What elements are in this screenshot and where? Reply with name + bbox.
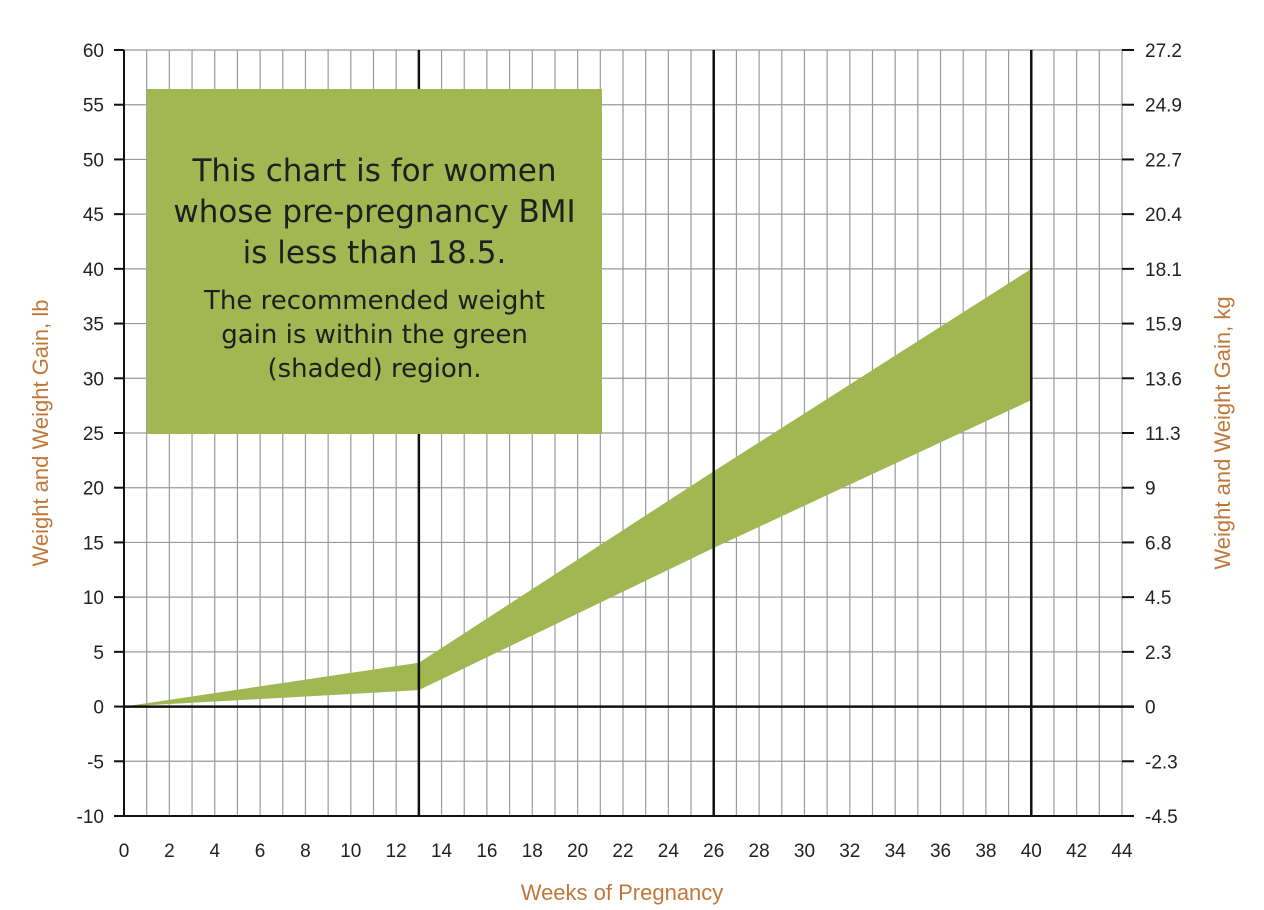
- y-tick-label-right: 4.5: [1145, 588, 1171, 609]
- y-tick-label-right: 9: [1145, 479, 1156, 500]
- x-tick-label: 18: [522, 841, 543, 862]
- y-tick-label-left: 40: [83, 260, 104, 281]
- y-axis-right-title: Weight and Weight Gain, kg: [1210, 296, 1235, 569]
- x-tick-label: 30: [794, 841, 815, 862]
- x-tick-label: 24: [658, 841, 680, 862]
- x-tick-label: 20: [567, 841, 588, 862]
- y-tick-label-right: 11.3: [1145, 424, 1181, 445]
- y-tick-label-left: 35: [83, 315, 104, 336]
- y-tick-label-left: 30: [83, 369, 104, 390]
- y-tick-label-left: 0: [93, 698, 104, 719]
- y-tick-label-right: -2.3: [1145, 752, 1178, 773]
- x-axis-ticks: 0 2 4 6 8 10 12 14 16 18 20 22 24 26 28 30 32 34 36 38 40 42 4…: [119, 841, 1133, 862]
- y-axis-left-title: Weight and Weight Gain, lb: [28, 299, 53, 566]
- y-tick-label-right: -4.5: [1145, 807, 1178, 828]
- y-tick-label-right: 0: [1145, 698, 1156, 719]
- x-tick-label: 12: [386, 841, 407, 862]
- y-tick-label-left: 25: [83, 424, 104, 445]
- x-tick-label: 40: [1021, 841, 1042, 862]
- x-tick-label: 8: [300, 841, 311, 862]
- y-axis-right-ticks: 27.2 24.9 22.7 20.4 18.1 15.9 13.6 11.3 9 6.8 4.5 2…: [1122, 41, 1182, 828]
- x-tick-label: 4: [209, 841, 220, 862]
- x-tick-label: 44: [1111, 841, 1133, 862]
- x-tick-label: 42: [1066, 841, 1087, 862]
- y-tick-label-left: 60: [83, 41, 104, 62]
- x-tick-label: 26: [703, 841, 724, 862]
- y-tick-label-right: 27.2: [1145, 41, 1182, 62]
- x-tick-label: 32: [839, 841, 860, 862]
- y-tick-label-left: 50: [83, 150, 104, 171]
- x-tick-label: 16: [476, 841, 497, 862]
- x-tick-label: 22: [612, 841, 633, 862]
- y-tick-label-left: -10: [77, 807, 104, 828]
- y-tick-label-left: 55: [83, 96, 104, 117]
- x-tick-label: 10: [340, 841, 361, 862]
- x-tick-label: 34: [885, 841, 907, 862]
- x-tick-label: 2: [164, 841, 175, 862]
- y-tick-label-right: 2.3: [1145, 643, 1171, 664]
- x-tick-label: 6: [255, 841, 266, 862]
- y-tick-label-left: 45: [83, 205, 104, 226]
- x-tick-label: 14: [431, 841, 453, 862]
- x-tick-label: 38: [975, 841, 996, 862]
- x-tick-label: 0: [119, 841, 130, 862]
- chart-note-box: This chart is for women whose pre-pregna…: [147, 89, 602, 434]
- x-axis-title: Weeks of Pregnancy: [521, 880, 724, 905]
- y-tick-label-right: 13.6: [1145, 369, 1182, 390]
- y-tick-label-left: -5: [87, 752, 104, 773]
- y-tick-label-right: 22.7: [1145, 150, 1182, 171]
- y-tick-label-right: 20.4: [1145, 205, 1182, 226]
- y-tick-label-left: 10: [83, 588, 104, 609]
- y-tick-label-right: 24.9: [1145, 96, 1182, 117]
- y-tick-label-right: 15.9: [1145, 315, 1182, 336]
- y-tick-label-right: 18.1: [1145, 260, 1182, 281]
- y-tick-label-left: 20: [83, 479, 104, 500]
- y-tick-label-left: 5: [93, 643, 104, 664]
- note-main-text: This chart is for women whose pre-pregna…: [173, 153, 576, 271]
- x-tick-label: 36: [930, 841, 951, 862]
- y-tick-label-left: 15: [83, 533, 104, 554]
- note-sub-text: The recommended weight gain is within th…: [204, 286, 545, 384]
- x-tick-label: 28: [749, 841, 770, 862]
- y-tick-label-right: 6.8: [1145, 533, 1171, 554]
